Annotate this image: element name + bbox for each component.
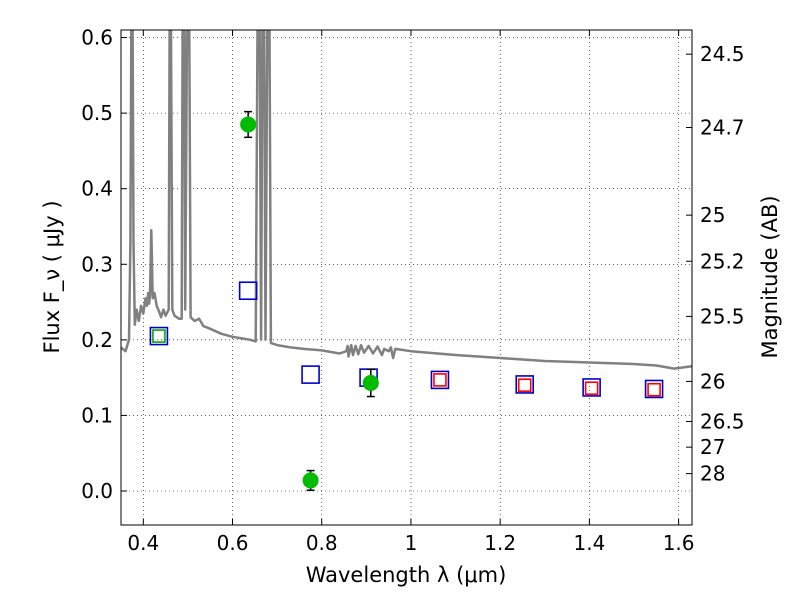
y-tick-label: 0.2: [81, 328, 113, 352]
observed-point: [240, 116, 257, 133]
x-tick-label: 1.4: [573, 531, 605, 555]
magnitude-tick-label: 27: [700, 435, 725, 459]
x-tick-label: 0.8: [306, 531, 338, 555]
magnitude-tick-label: 25.2: [700, 249, 745, 273]
magnitude-tick-label: 24.5: [700, 42, 745, 66]
y-tick-label: 0.4: [81, 177, 113, 201]
x-tick-label: 0.6: [217, 531, 249, 555]
y-tick-label: 0.6: [81, 26, 113, 50]
model-red-marker: [433, 373, 447, 387]
model-blue-marker: [301, 365, 320, 384]
model-red-marker: [647, 382, 661, 397]
observed-point: [362, 374, 379, 391]
y-tick-label: 0.3: [81, 252, 113, 276]
y-tick-label: 0.5: [81, 101, 113, 125]
grid: [121, 30, 692, 525]
model-red-marker: [584, 381, 599, 396]
marks-layer: [149, 110, 664, 491]
magnitude-tick-label: 25: [700, 203, 725, 227]
model-blue-marker: [515, 375, 535, 394]
magnitude-tick-label: 28: [700, 462, 725, 486]
model-green-marker: [152, 329, 166, 343]
magnitude-tick-label: 26: [700, 369, 725, 393]
x-tick-label: 1: [405, 531, 418, 555]
magnitude-tick-label: 24.7: [700, 115, 745, 139]
magnitude-tick-label: 26.5: [700, 409, 745, 433]
spectrum-line: [121, 30, 692, 370]
y-tick-label: 0.0: [81, 479, 113, 503]
x-tick-label: 1.2: [484, 531, 516, 555]
spectrum-layer: [121, 30, 692, 370]
x-tick-label: 0.4: [127, 531, 159, 555]
model-red-marker: [517, 378, 532, 392]
model-blue-marker: [430, 370, 450, 390]
x-tick-label: 1.6: [663, 531, 695, 555]
observed-point: [302, 472, 319, 489]
y-tick-label: 0.1: [81, 403, 113, 427]
x-axis-label: Wavelength λ (μm): [306, 563, 507, 587]
model-blue-marker: [644, 379, 664, 399]
right-axis-label: Magnitude (AB): [758, 195, 782, 358]
model-blue-marker: [149, 326, 169, 346]
plot-frame: [120, 29, 693, 526]
ticks-layer: 0.4 0.6 0.8 1 1.2 1.4 1.6 0.0 0.1 0.2 0.3 0.4 0.5 0.6…: [81, 26, 744, 555]
magnitude-tick-label: 25.5: [700, 304, 745, 328]
y-axis-label: Flux F_ν ( μJy ): [40, 200, 65, 353]
model-blue-marker: [238, 281, 258, 301]
model-blue-marker: [582, 378, 601, 397]
